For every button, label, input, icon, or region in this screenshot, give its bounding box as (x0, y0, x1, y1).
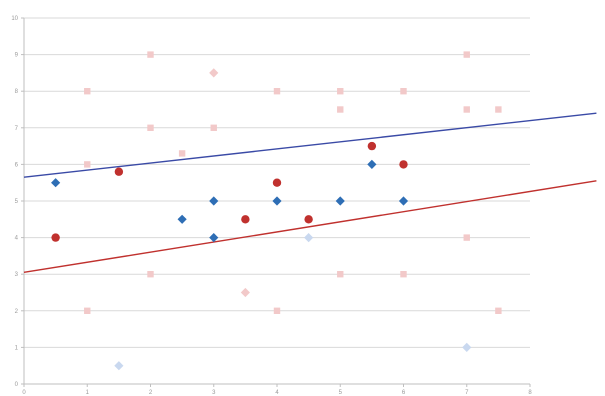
data-point-s1-7 (399, 160, 408, 169)
data-points (51, 51, 502, 371)
data-point-s3-18 (463, 234, 470, 241)
data-point-s3-15 (400, 271, 407, 278)
data-point-s2-3 (209, 196, 219, 206)
y-tick-label-1: 1 (15, 345, 19, 351)
y-tick-label-0: 0 (15, 382, 19, 388)
x-tick-label-8: 8 (528, 390, 532, 396)
trendline-1 (23, 112, 597, 178)
data-point-s2-1 (51, 178, 61, 188)
data-point-s5-1 (114, 361, 124, 371)
data-point-s3-3 (84, 307, 91, 314)
y-tick-label-9: 9 (15, 53, 19, 59)
y-tick-label-10: 10 (11, 16, 18, 22)
data-point-s2-7 (367, 159, 377, 169)
axes (21, 17, 531, 387)
data-point-s1-2 (114, 167, 124, 176)
x-tick-label-4: 4 (275, 390, 279, 396)
data-point-s2-6 (335, 196, 345, 206)
data-point-s3-8 (210, 124, 217, 131)
y-tick-label-2: 2 (15, 309, 19, 315)
data-point-s4-1 (209, 68, 219, 78)
x-tick-label-3: 3 (212, 390, 216, 396)
x-tick-label-0: 0 (22, 390, 26, 396)
data-point-s3-12 (337, 106, 344, 113)
y-tick-label-3: 3 (15, 272, 19, 278)
tick-labels: 0 1 2 3 4 5 6 7 8 9 10 0 1 2 3 4 5 6 7 8 (11, 16, 532, 396)
data-point-s3-13 (337, 271, 344, 278)
data-point-s1-4 (272, 178, 282, 187)
data-point-s3-4 (147, 51, 154, 58)
data-point-s1-5 (304, 215, 313, 224)
y-tick-label-5: 5 (15, 199, 19, 205)
data-point-s1-6 (367, 141, 377, 151)
x-tick-label-6: 6 (402, 390, 406, 396)
data-point-s3-6 (147, 271, 154, 278)
data-point-s1-3 (241, 215, 250, 224)
data-point-s3-1 (84, 88, 91, 95)
data-point-s3-20 (495, 307, 502, 314)
data-point-s2-8 (398, 196, 409, 206)
data-point-s2-5 (272, 196, 282, 206)
x-tick-label-7: 7 (465, 390, 469, 396)
y-tick-label-6: 6 (15, 162, 19, 168)
data-point-s3-11 (337, 88, 344, 95)
trendlines (23, 112, 597, 274)
data-point-s5-3 (462, 342, 472, 352)
data-point-s1-1 (51, 233, 60, 242)
data-point-s3-10 (273, 307, 281, 314)
x-tick-label-5: 5 (339, 390, 343, 396)
trendline-2 (23, 180, 597, 274)
data-point-s4-2 (240, 287, 250, 298)
y-tick-label-7: 7 (15, 126, 19, 132)
data-point-s3-19 (495, 106, 502, 113)
data-point-s3-14 (400, 88, 407, 95)
data-point-s3-2 (84, 161, 91, 168)
data-point-s3-17 (463, 106, 470, 113)
data-point-s2-2 (177, 214, 187, 224)
y-tick-label-4: 4 (15, 236, 19, 242)
data-point-s5-2 (304, 233, 314, 243)
x-tick-label-1: 1 (86, 390, 90, 396)
data-point-s3-7 (178, 150, 186, 157)
data-point-s3-5 (147, 124, 154, 131)
data-point-s3-16 (463, 51, 470, 58)
x-tick-label-2: 2 (149, 390, 153, 396)
data-point-s3-9 (273, 88, 281, 95)
data-point-s2-4 (209, 233, 219, 243)
y-tick-label-8: 8 (15, 89, 19, 95)
